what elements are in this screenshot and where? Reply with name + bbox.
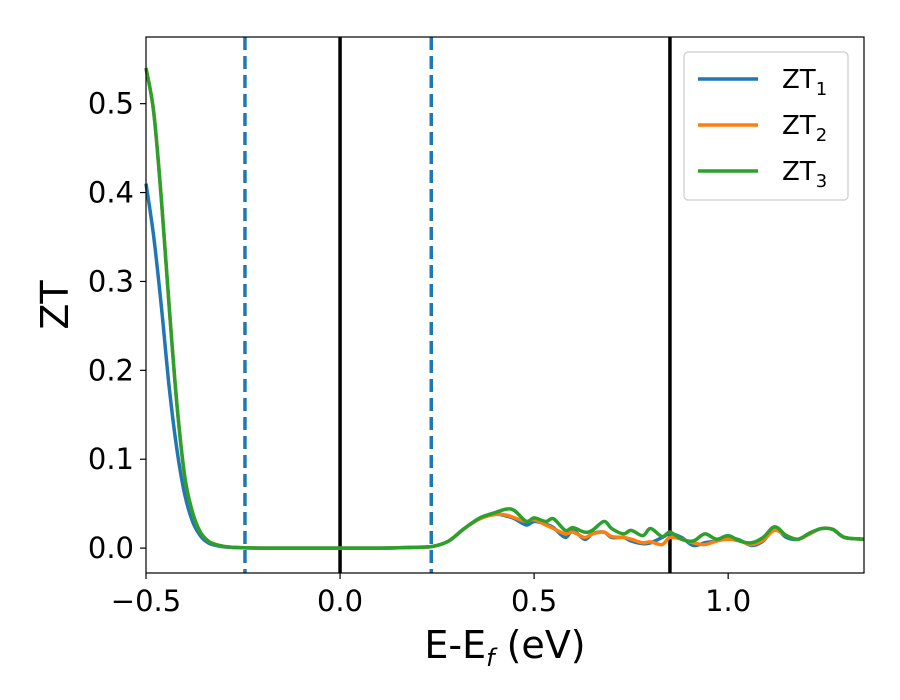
y-tick-label-4: 0.4 [88, 176, 134, 210]
legend-box [683, 51, 849, 201]
legend-label-3: ZT3 [782, 157, 827, 192]
legend-label-main: ZT [782, 65, 816, 95]
legend-label-main: ZT [782, 111, 816, 141]
legend-label-subscript: 3 [816, 171, 827, 192]
legend-label-1: ZT1 [782, 65, 827, 100]
legend-label-main: ZT [782, 157, 816, 187]
y-axis-ticks: 0.0 0.1 0.2 0.3 0.4 0.5 [88, 87, 146, 565]
series-line-3 [144, 67, 865, 550]
x-tick-label-0: −0.5 [111, 584, 181, 618]
legend-label-2: ZT2 [782, 111, 827, 146]
x-tick-label-3: 1.0 [705, 584, 751, 618]
x-axis-title-suffix: (eV) [495, 623, 586, 667]
y-axis-title: ZT [33, 280, 77, 330]
y-tick-label-0: 0.0 [88, 531, 134, 565]
legend-label-subscript: 2 [816, 125, 827, 146]
x-axis-ticks: −0.5 0.0 0.5 1.0 [111, 573, 751, 618]
y-tick-label-2: 0.2 [88, 353, 134, 387]
legend-label-subscript: 1 [816, 79, 827, 100]
y-tick-label-1: 0.1 [88, 442, 134, 476]
x-tick-label-1: 0.0 [317, 584, 363, 618]
x-axis-title-main: E-E [424, 623, 486, 667]
x-axis-title: E-Ef (eV) [424, 623, 585, 672]
x-tick-label-2: 0.5 [511, 584, 557, 618]
y-tick-label-5: 0.5 [88, 87, 134, 121]
series-lines [144, 67, 865, 550]
reference-lines [243, 37, 672, 573]
y-tick-label-3: 0.3 [88, 264, 134, 298]
plot-frame [145, 36, 865, 574]
